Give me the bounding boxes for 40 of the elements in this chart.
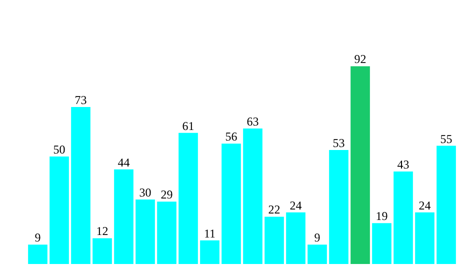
- bar: [264, 216, 284, 264]
- bar: [350, 66, 370, 264]
- data-label: 56: [225, 130, 238, 144]
- data-label: 9: [314, 230, 320, 245]
- data-label: 19: [376, 209, 388, 224]
- bar: [92, 238, 112, 264]
- bar: [308, 244, 327, 264]
- bar: [114, 169, 134, 264]
- data-label: 12: [96, 224, 108, 238]
- data-label: 73: [74, 93, 87, 108]
- bar: [415, 212, 434, 264]
- data-label: 53: [332, 136, 345, 150]
- data-label: 55: [440, 132, 452, 146]
- data-label: 11: [204, 226, 216, 240]
- data-label: 30: [139, 186, 152, 200]
- data-label: 22: [268, 202, 280, 217]
- data-label: 24: [290, 198, 302, 212]
- data-label: 44: [118, 155, 130, 170]
- bar: [28, 244, 48, 264]
- bar: [50, 156, 69, 264]
- bar: [243, 128, 262, 264]
- bar: [329, 150, 348, 264]
- data-label: 9: [34, 230, 41, 245]
- bar: [157, 202, 176, 264]
- bar: [178, 132, 198, 264]
- bar: [136, 200, 155, 264]
- data-label: 43: [397, 158, 410, 172]
- data-label: 29: [160, 188, 173, 202]
- bar: [200, 240, 220, 264]
- bar: [71, 107, 90, 264]
- data-label: 92: [354, 52, 366, 66]
- data-label: 24: [418, 198, 431, 212]
- bar: [394, 172, 413, 264]
- data-label: 63: [246, 114, 259, 129]
- data-label: 61: [182, 118, 194, 133]
- bar: [222, 144, 241, 264]
- bar: [436, 146, 456, 264]
- bar: [286, 212, 306, 264]
- bar: [372, 223, 392, 264]
- data-label: 50: [53, 142, 66, 156]
